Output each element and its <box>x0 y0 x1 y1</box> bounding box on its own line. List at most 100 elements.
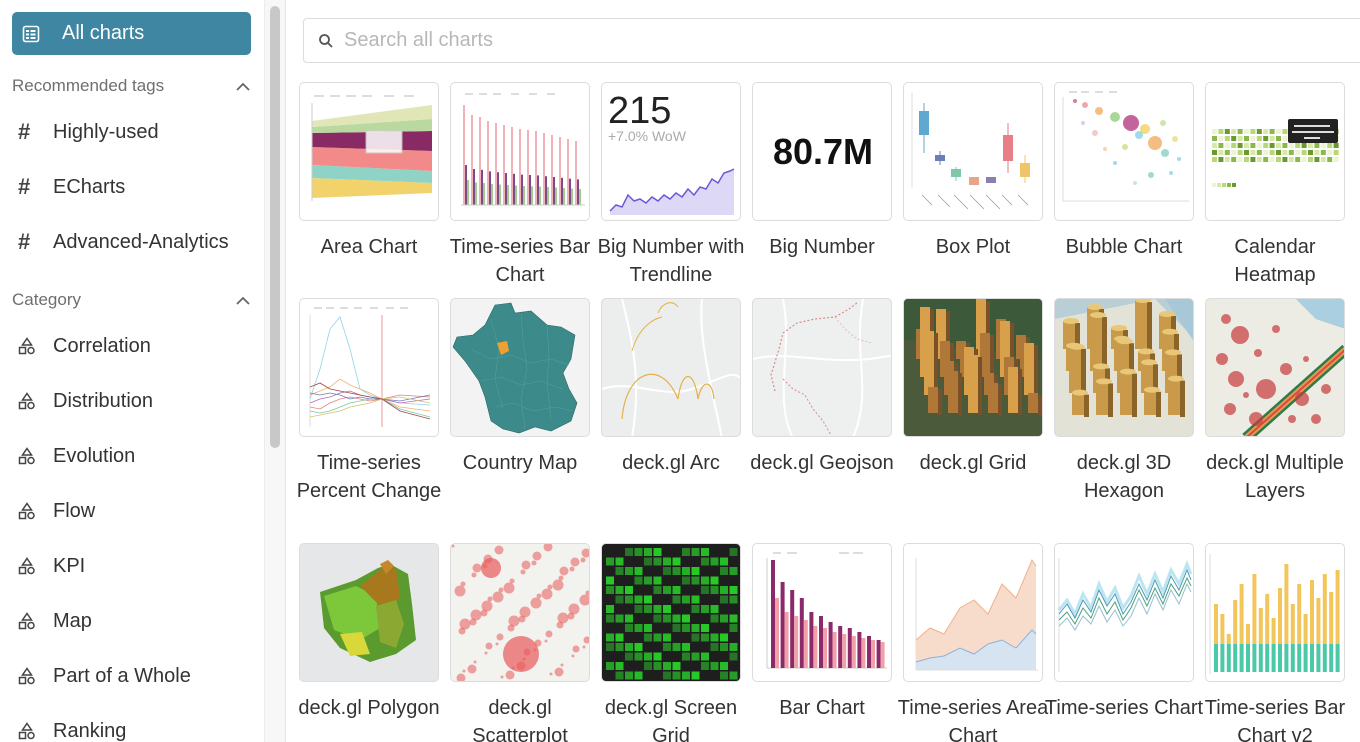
sidebar-item-evolution[interactable]: Evolution <box>18 439 258 473</box>
chart-thumbnail <box>450 298 590 437</box>
search-bar[interactable] <box>303 18 1360 63</box>
chart-card-time-series-bar-chart[interactable]: Time-series Bar Chart <box>450 82 590 289</box>
chart-card-calendar-heatmap[interactable]: Calendar Heatmap <box>1205 82 1345 289</box>
chart-name: Bubble Chart <box>1065 236 1183 258</box>
chart-card-bubble-chart[interactable]: Bubble Chart <box>1054 82 1194 262</box>
search-input[interactable] <box>344 29 1244 52</box>
recommended-tags-header[interactable]: Recommended tags <box>12 75 252 97</box>
chart-card-deck-gl-scatterplot[interactable]: deck.gl Scatterplot <box>450 543 590 742</box>
sidebar-item-part-of-a-whole[interactable]: Part of a Whole <box>18 659 258 693</box>
chevron-up-icon[interactable] <box>234 293 252 307</box>
chart-card-time-series-area-chart[interactable]: Time-series Area Chart <box>898 543 1048 742</box>
chart-list-icon <box>22 25 40 43</box>
chart-name: Time-series Area Chart <box>897 697 1049 742</box>
hash-icon: # <box>18 174 31 199</box>
hash-icon: # <box>18 229 31 254</box>
chart-thumbnail <box>752 298 892 437</box>
chart-name: Time-series Bar Chart <box>449 236 591 286</box>
chart-thumbnail <box>1205 298 1345 437</box>
chart-thumbnail <box>450 543 590 682</box>
sidebar-item-map[interactable]: Map <box>18 604 258 638</box>
chart-card-deck-gl-screen-grid[interactable]: deck.gl Screen Grid <box>601 543 741 742</box>
chart-card-country-map[interactable]: Country Map <box>450 298 590 478</box>
sidebar-item-label: All charts <box>62 22 145 44</box>
chevron-up-icon[interactable] <box>234 79 252 93</box>
sidebar-item-kpi[interactable]: KPI <box>18 549 258 583</box>
chart-thumbnail <box>1054 298 1194 437</box>
chart-card-area-chart[interactable]: Area Chart <box>299 82 439 262</box>
chart-card-deck-gl-polygon[interactable]: deck.gl Polygon <box>298 543 440 723</box>
big-number-value: 215 <box>608 90 671 132</box>
shapes-icon <box>18 337 53 355</box>
sidebar-item-distribution[interactable]: Distribution <box>18 384 258 418</box>
sidebar-item-label: Advanced-Analytics <box>53 230 229 253</box>
sidebar-item-label: Map <box>53 609 92 632</box>
sidebar-item-echarts[interactable]: # ECharts <box>18 170 258 204</box>
sidebar-item-label: Highly-used <box>53 120 159 143</box>
scrollbar-thumb[interactable] <box>270 6 280 448</box>
sidebar-item-highly-used[interactable]: # Highly-used <box>18 115 258 149</box>
sidebar-item-label: Evolution <box>53 444 136 467</box>
chart-name: Box Plot <box>935 236 1011 258</box>
chart-card-big-number-with-trendline[interactable]: 215 +7.0% WoW Big Number with Trendline <box>598 82 744 289</box>
chart-thumbnail: 80.7M <box>752 82 892 221</box>
big-number-delta: +7.0% WoW <box>608 128 687 144</box>
chart-card-time-series-chart[interactable]: Time-series Chart <box>1045 543 1203 723</box>
category-header[interactable]: Category <box>12 289 252 311</box>
chart-gallery: Area Chart Time-series Bar Chart 215 +7.… <box>287 0 1360 742</box>
shapes-icon <box>18 502 53 520</box>
section-title: Category <box>12 290 81 309</box>
chart-name: deck.gl Scatterplot <box>472 697 568 742</box>
shapes-icon <box>18 447 53 465</box>
big-number-value: 80.7M <box>773 131 873 172</box>
sidebar-scrollbar[interactable] <box>264 0 286 742</box>
sidebar-item-label: ECharts <box>53 175 126 198</box>
sidebar-item-flow[interactable]: Flow <box>18 494 258 528</box>
chart-thumbnail <box>903 298 1043 437</box>
chart-card-box-plot[interactable]: Box Plot <box>903 82 1043 262</box>
sidebar-item-label: Flow <box>53 499 96 522</box>
chart-thumbnail <box>601 298 741 437</box>
chart-card-deck-gl-3d-hexagon[interactable]: deck.gl 3D Hexagon <box>1054 298 1194 505</box>
chart-thumbnail <box>299 543 439 682</box>
sidebar: All charts Recommended tags # Highly-use… <box>0 0 264 742</box>
chart-thumbnail <box>299 298 439 437</box>
chart-card-deck-gl-grid[interactable]: deck.gl Grid <box>903 298 1043 478</box>
chart-thumbnail <box>903 543 1043 682</box>
shapes-icon <box>18 557 53 575</box>
chart-name: deck.gl Polygon <box>298 697 440 719</box>
chart-name: Big Number <box>769 236 875 258</box>
chart-card-big-number[interactable]: 80.7M Big Number <box>752 82 892 262</box>
sidebar-item-all-charts[interactable]: All charts <box>12 12 251 55</box>
chart-card-time-series-bar-chart-v2[interactable]: Time-series Bar Chart v2 <box>1205 543 1345 742</box>
chart-name: Time-series Bar Chart v2 <box>1204 697 1346 742</box>
chart-name: deck.gl Geojson <box>750 452 894 474</box>
sidebar-item-label: Correlation <box>53 334 151 357</box>
shapes-icon <box>18 722 53 740</box>
chart-card-time-series-percent-change[interactable]: Time-series Percent Change <box>297 298 441 505</box>
chart-thumbnail <box>450 82 590 221</box>
shapes-icon <box>18 612 53 630</box>
sidebar-item-label: KPI <box>53 554 86 577</box>
chart-name: Time-series Percent Change <box>296 452 442 502</box>
chart-thumbnail <box>1205 543 1345 682</box>
sidebar-item-label: Distribution <box>53 389 154 412</box>
section-title: Recommended tags <box>12 76 165 95</box>
chart-thumbnail <box>903 82 1043 221</box>
chart-card-bar-chart[interactable]: Bar Chart <box>752 543 892 723</box>
shapes-icon <box>18 667 53 685</box>
sidebar-item-ranking[interactable]: Ranking <box>18 714 258 742</box>
chart-card-deck-gl-arc[interactable]: deck.gl Arc <box>601 298 741 478</box>
sidebar-item-label: Part of a Whole <box>53 664 191 687</box>
chart-thumbnail <box>299 82 439 221</box>
chart-name: Bar Chart <box>779 697 865 719</box>
sidebar-item-correlation[interactable]: Correlation <box>18 329 258 363</box>
chart-thumbnail <box>601 543 741 682</box>
chart-thumbnail <box>1205 82 1345 221</box>
chart-card-deck-gl-geojson[interactable]: deck.gl Geojson <box>750 298 894 478</box>
chart-name: Time-series Chart <box>1044 697 1204 719</box>
chart-thumbnail <box>1054 82 1194 221</box>
chart-name: deck.gl Screen Grid <box>604 697 738 742</box>
sidebar-item-advanced-analytics[interactable]: # Advanced-Analytics <box>18 225 258 259</box>
chart-card-deck-gl-multiple-layers[interactable]: deck.gl Multiple Layers <box>1205 298 1345 505</box>
